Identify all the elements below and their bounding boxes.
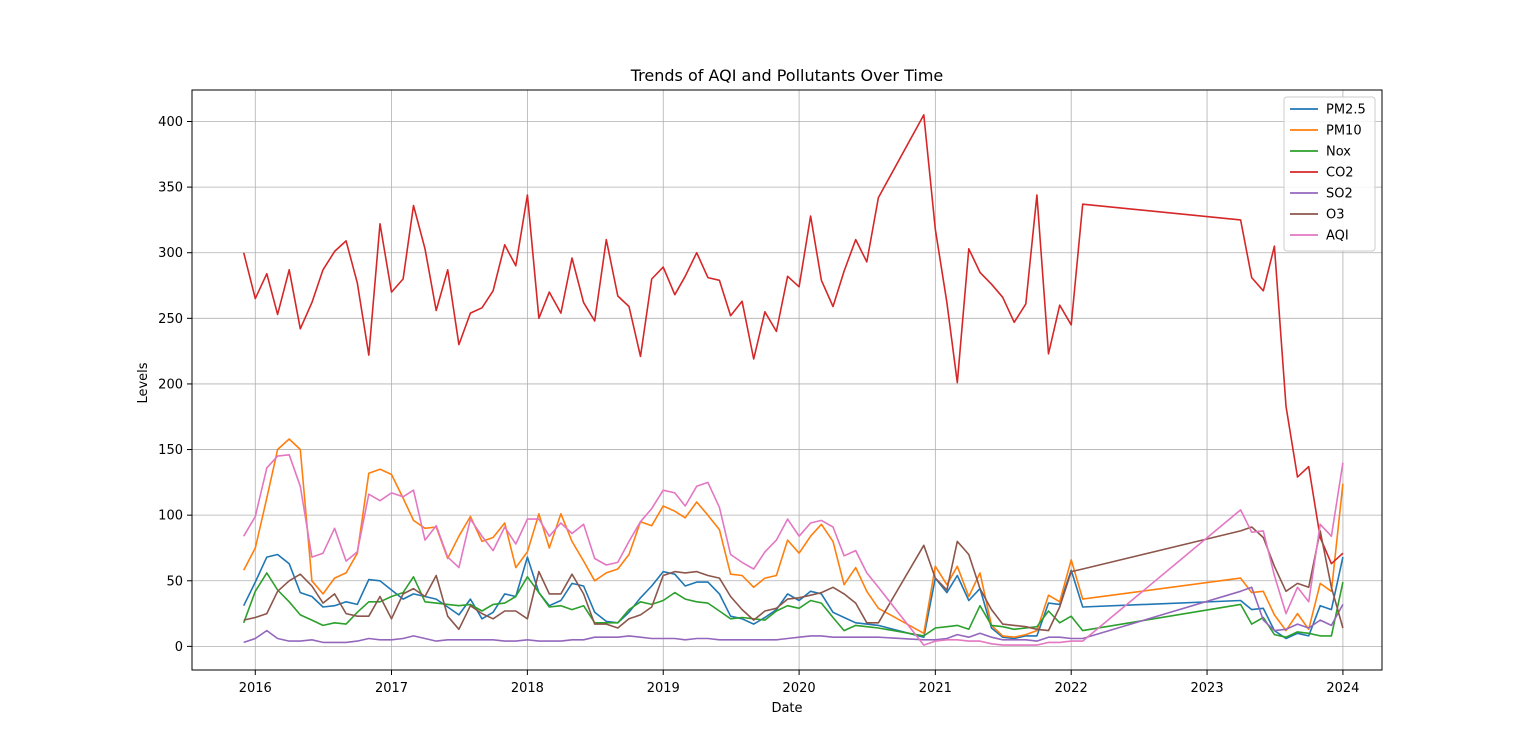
- x-tick-label: 2023: [1191, 681, 1224, 696]
- x-tick-label: 2022: [1055, 681, 1088, 696]
- y-axis: 0 50 100 150 200 250 300 350 400: [158, 115, 192, 655]
- series-layer: [242, 114, 1344, 646]
- series-line-nox: [242, 572, 1344, 639]
- legend-entry: AQI: [1326, 229, 1349, 244]
- x-axis-label: Date: [771, 701, 802, 716]
- series-line-aqi: [243, 453, 1344, 646]
- y-axis-label: Levels: [136, 362, 151, 403]
- x-tick-label: 2017: [375, 681, 408, 696]
- legend-entry: SO2: [1326, 187, 1353, 202]
- legend-entry: PM2.5: [1326, 103, 1366, 118]
- legend-entry: O3: [1326, 208, 1345, 223]
- x-tick-label: 2016: [239, 681, 272, 696]
- series-line-o3: [243, 526, 1344, 632]
- y-tick-label: 200: [158, 377, 183, 392]
- legend-box: [1283, 96, 1376, 252]
- series-line-pm10: [242, 438, 1344, 639]
- legend-entry: Nox: [1326, 145, 1351, 160]
- y-tick-label: 350: [158, 181, 183, 196]
- legend: PM2.5 PM10 Nox CO2 SO2 O3 AQI: [1283, 96, 1376, 252]
- x-axis: 2016 2017 2018 2019 2020 2021 2022 2023 2024: [239, 670, 1359, 696]
- series-line-co2: [242, 114, 1344, 565]
- y-tick-label: 400: [158, 115, 183, 130]
- y-tick-label: 150: [158, 443, 183, 458]
- plot-frame: [191, 89, 1383, 671]
- x-tick-label: 2021: [919, 681, 952, 696]
- y-tick-label: 100: [158, 509, 183, 524]
- y-tick-label: 300: [158, 246, 183, 261]
- x-tick-label: 2019: [647, 681, 680, 696]
- x-tick-label: 2020: [783, 681, 816, 696]
- series-line-so2: [243, 586, 1344, 644]
- x-tick-label: 2018: [511, 681, 544, 696]
- y-tick-label: 0: [175, 640, 183, 655]
- y-tick-label: 50: [166, 574, 183, 589]
- legend-entry: CO2: [1326, 166, 1354, 181]
- chart-title: Trends of AQI and Pollutants Over Time: [630, 66, 944, 85]
- y-tick-label: 250: [158, 312, 183, 327]
- legend-entry: PM10: [1326, 124, 1362, 139]
- x-tick-label: 2024: [1326, 681, 1359, 696]
